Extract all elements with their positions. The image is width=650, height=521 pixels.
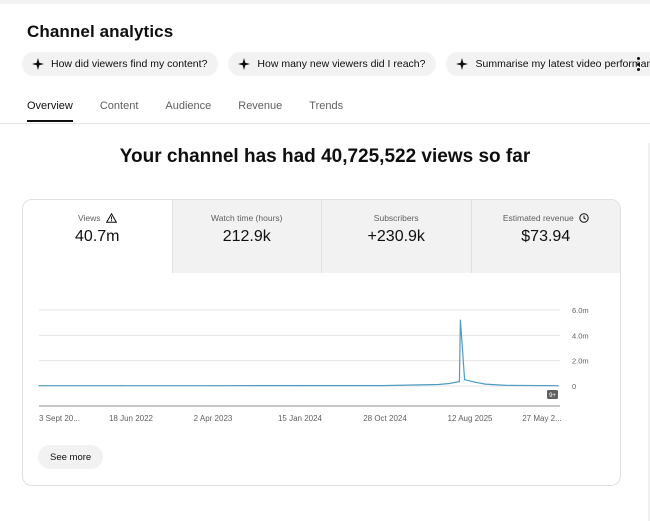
x-tick-label: 18 Jun 2022 (109, 414, 154, 423)
views-line-chart: 6.0m 4.0m 2.0m 0 9+ 3 Sept 20... 18 Jun 2022 2 … (38, 306, 589, 423)
chip-new-viewers[interactable]: How many new viewers did I reach? (228, 52, 437, 76)
y-tick-label: 0 (572, 382, 576, 391)
series-point (209, 385, 211, 387)
chip-latest-performance[interactable]: Summarise my latest video performance (446, 52, 650, 76)
series-point (505, 384, 507, 386)
metric-revenue[interactable]: Estimated revenue $73.94 (470, 200, 620, 273)
chip-label: How did viewers find my content? (51, 58, 208, 70)
warning-icon (105, 213, 117, 223)
sparkle-icon (32, 58, 44, 70)
annotation-badge-label: 9+ (549, 393, 556, 399)
metric-tabs: Views 40.7m Watch time (hours) 212.9k Su… (23, 200, 620, 273)
series-point (484, 383, 486, 385)
x-tick-label: 3 Sept 20... (39, 414, 80, 423)
series-point (438, 383, 440, 386)
metric-label: Watch time (hours) (211, 213, 283, 223)
y-tick-label: 4.0m (572, 331, 589, 340)
see-more-button[interactable]: See more (38, 445, 104, 469)
series-point (380, 385, 383, 387)
series-point (297, 385, 300, 387)
page-title: Channel analytics (27, 22, 174, 41)
series-point (458, 381, 460, 383)
metric-value: 212.9k (222, 228, 271, 245)
metric-value: +230.9k (367, 228, 425, 245)
series-point (121, 385, 123, 387)
chip-label: How many new viewers did I reach? (257, 58, 426, 70)
metric-watch-time[interactable]: Watch time (hours) 212.9k (171, 200, 321, 273)
chip-label: Summarise my latest video performance (475, 58, 650, 70)
tab-audience[interactable]: Audience (165, 100, 212, 112)
x-tick-label: 12 Aug 2025 (448, 414, 493, 423)
x-tick-label: 27 May 2... (522, 414, 562, 423)
tab-revenue[interactable]: Revenue (238, 100, 283, 112)
analytics-tabs: Overview Content Audience Revenue Trends (27, 100, 370, 122)
metric-label: Views (77, 213, 101, 223)
metric-label: Subscribers (373, 213, 419, 223)
clock-icon (578, 213, 589, 223)
metric-value: 40.7m (75, 228, 120, 245)
series-point (459, 319, 461, 321)
series-point (464, 379, 466, 381)
x-tick-label: 2 Apr 2023 (194, 414, 233, 423)
page-header: Channel analytics (27, 22, 173, 42)
series-point (557, 385, 559, 387)
chip-find-content[interactable]: How did viewers find my content? (22, 52, 219, 76)
tabs-divider (0, 123, 650, 124)
series-point (448, 382, 450, 385)
x-tick-label: 28 Oct 2024 (363, 414, 407, 423)
metric-value: $73.94 (521, 228, 571, 245)
top-border (0, 0, 650, 4)
suggestion-chips: How did viewers find my content? How man… (22, 52, 650, 76)
y-tick-label: 2.0m (572, 357, 589, 366)
series-point (38, 385, 40, 387)
overview-card: Views 40.7m Watch time (hours) 212.9k Su… (22, 199, 621, 486)
annotation-badge (547, 390, 558, 399)
more-options-icon[interactable] (633, 55, 643, 73)
tab-overview[interactable]: Overview (27, 100, 73, 122)
metric-subscribers[interactable]: Subscribers +230.9k (321, 200, 471, 273)
sparkle-icon (238, 58, 251, 70)
x-tick-label: 15 Jan 2024 (278, 414, 323, 423)
metric-label: Estimated revenue (502, 213, 574, 223)
tab-trends[interactable]: Trends (309, 100, 344, 112)
views-series-line (39, 320, 559, 387)
metric-views[interactable]: Views 40.7m (23, 200, 172, 273)
y-tick-label: 6.0m (572, 306, 589, 315)
tab-content[interactable]: Content (99, 100, 139, 112)
side-panel-edge (648, 143, 650, 521)
series-point (474, 381, 476, 383)
sparkle-icon (456, 58, 469, 70)
views-headline: Your channel has had 40,725,522 views so… (119, 146, 531, 167)
